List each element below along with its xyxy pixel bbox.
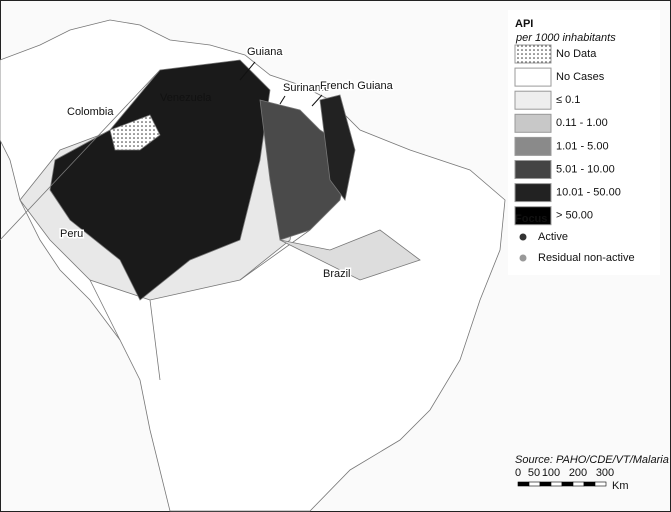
legend-label: ≤ 0.1	[556, 94, 580, 106]
legend-swatch	[514, 160, 552, 179]
legend-swatch	[514, 183, 552, 203]
country-label: Venezuela	[160, 92, 212, 104]
legend-title: API	[515, 18, 533, 30]
focus-label: Residual non-active	[538, 252, 635, 264]
leader-lines	[239, 61, 323, 107]
scale-segment	[550, 481, 563, 487]
legend-subtitle: per 1000 inhabitants	[515, 32, 616, 44]
scale-label: 50	[528, 467, 540, 479]
legend-label: 10.01 - 50.00	[556, 187, 621, 199]
legend-swatch	[514, 90, 552, 110]
scale-label: 0	[515, 467, 521, 479]
land	[0, 19, 506, 512]
legend-swatch	[514, 206, 552, 226]
legend-label: No Cases	[556, 71, 605, 83]
country-label: Brazil	[323, 268, 351, 280]
scale-segment	[528, 481, 541, 487]
country-label: Colombia	[67, 106, 114, 118]
scale-segment	[583, 481, 596, 487]
scale-segment	[594, 481, 607, 487]
legend-swatch	[514, 44, 552, 64]
scale-unit: Km	[612, 480, 629, 492]
source: Source: PAHO/CDE/VT/Malaria	[515, 454, 669, 466]
scale-segment	[539, 481, 552, 487]
scale-segment	[572, 481, 585, 487]
legend-label: 1.01 - 5.00	[556, 140, 609, 152]
scale-segment	[561, 481, 574, 487]
legend-swatch	[514, 136, 552, 156]
legend-label: 0.11 - 1.00	[556, 117, 608, 129]
scale-label: 100	[542, 467, 560, 479]
scale-label: 200	[569, 467, 587, 479]
country-label: Suriname	[283, 82, 330, 94]
legend-swatch	[514, 113, 552, 133]
focus-dot	[519, 254, 527, 262]
legend-label: > 50.00	[556, 210, 593, 222]
focus-dot	[519, 233, 527, 241]
legend-label: No Data	[556, 48, 597, 60]
focus-title: Focus	[515, 213, 547, 225]
legend-swatch	[514, 67, 552, 87]
legend-label: 5.01 - 10.00	[556, 163, 615, 175]
country-label: French Guiana	[320, 80, 394, 92]
country-label: Guiana	[247, 46, 283, 58]
country-label: Peru	[60, 228, 83, 240]
scale-label: 300	[596, 467, 614, 479]
scale-segment	[517, 481, 530, 487]
focus-label: Active	[538, 231, 568, 243]
